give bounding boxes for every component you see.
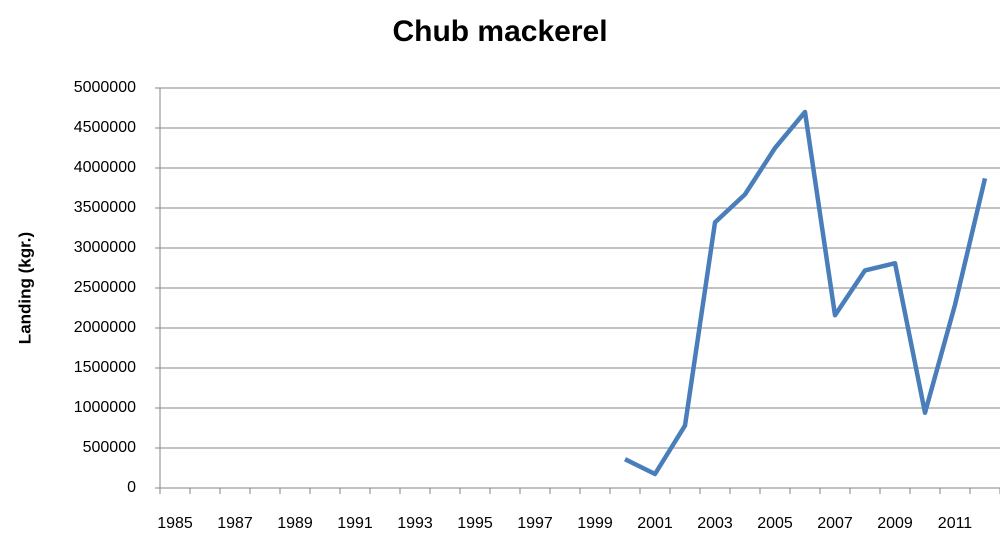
x-tick-label: 1991 bbox=[337, 515, 373, 532]
y-tick-label: 3000000 bbox=[74, 239, 136, 256]
x-tick-label: 2001 bbox=[637, 515, 673, 532]
x-tick-label: 2011 bbox=[938, 515, 973, 532]
x-tick-label: 2005 bbox=[757, 515, 793, 532]
y-tick-label: 0 bbox=[127, 479, 136, 496]
data-line bbox=[624, 109, 988, 477]
x-tick-label: 1987 bbox=[217, 515, 253, 532]
x-tick-label: 1985 bbox=[157, 515, 193, 532]
x-tick-label: 2007 bbox=[817, 515, 853, 532]
y-axis-label: Landing (kgr.) bbox=[15, 232, 34, 344]
chart-title: Chub mackerel bbox=[392, 15, 607, 48]
y-tick-label: 1000000 bbox=[74, 399, 136, 416]
y-tick-label: 2000000 bbox=[74, 319, 136, 336]
x-tick-label: 2003 bbox=[697, 515, 733, 532]
x-tick-label: 1989 bbox=[277, 515, 313, 532]
y-tick-label: 4000000 bbox=[74, 159, 136, 176]
y-tick-label: 500000 bbox=[83, 439, 136, 456]
x-tick-label: 2009 bbox=[877, 515, 913, 532]
y-tick-label: 2500000 bbox=[74, 279, 136, 296]
y-tick-label: 3500000 bbox=[74, 199, 136, 216]
y-tick-label: 4500000 bbox=[74, 119, 136, 136]
x-tick-label: 1997 bbox=[517, 515, 553, 532]
x-tick-label: 1995 bbox=[457, 515, 493, 532]
y-tick-label: 1500000 bbox=[74, 359, 136, 376]
y-tick-label: 5000000 bbox=[74, 79, 136, 96]
x-tick-label: 1999 bbox=[577, 515, 613, 532]
x-tick-label: 1993 bbox=[397, 515, 433, 532]
